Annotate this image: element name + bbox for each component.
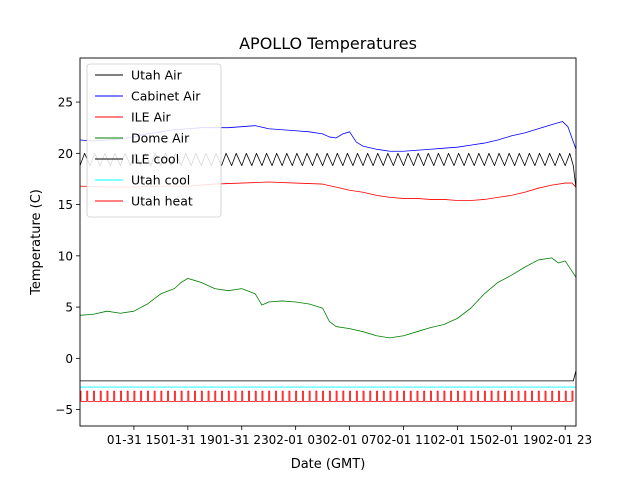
y-tick-label: 15 <box>58 198 73 212</box>
x-tick-label: 02-01 11 <box>377 433 431 447</box>
series-dome-air-line <box>80 257 576 339</box>
chart-title: APOLLO Temperatures <box>239 34 417 53</box>
legend-label-cabinet-air: Cabinet Air <box>131 89 201 104</box>
y-tick-label: 10 <box>58 249 73 263</box>
x-tick-label: 02-01 15 <box>430 433 484 447</box>
x-tick-label: 02-01 03 <box>269 433 323 447</box>
y-tick-label: 5 <box>65 301 73 315</box>
plot-frame <box>79 57 577 427</box>
y-axis: −5 0 5 10 15 20 25 <box>55 96 80 417</box>
x-tick-label: 01-31 19 <box>161 433 215 447</box>
series-utah-heat-line <box>80 390 574 402</box>
y-tick-label: 20 <box>58 147 73 161</box>
legend-label-ile-air: ILE Air <box>131 110 172 125</box>
legend-label-utah-cool: Utah cool <box>131 173 190 188</box>
legend-label-utah-air: Utah Air <box>131 68 183 83</box>
y-axis-label: Temperature (C) <box>29 189 44 296</box>
x-tick-label: 02-01 07 <box>323 433 377 447</box>
legend: Utah Air Cabinet Air ILE Air Dome Air ILE co… <box>86 63 222 218</box>
x-tick-label: 02-01 23 <box>538 433 592 447</box>
legend-label-utah-heat: Utah heat <box>131 194 193 209</box>
y-tick-label: 25 <box>58 96 73 110</box>
legend-box <box>86 63 222 218</box>
legend-label-dome-air: Dome Air <box>131 131 190 146</box>
series-utah-air-line <box>80 370 576 382</box>
legend-label-ile-cool: ILE cool <box>131 152 179 167</box>
y-tick-label: 0 <box>65 352 73 366</box>
x-axis: 01-31 15 01-31 19 01-31 23 02-01 03 02-01 07… <box>107 426 592 447</box>
x-tick-label: 01-31 15 <box>107 433 161 447</box>
x-tick-label: 01-31 23 <box>215 433 269 447</box>
y-tick-label: −5 <box>55 403 73 417</box>
x-tick-label: 02-01 19 <box>484 433 538 447</box>
x-axis-label: Date (GMT) <box>291 457 366 472</box>
